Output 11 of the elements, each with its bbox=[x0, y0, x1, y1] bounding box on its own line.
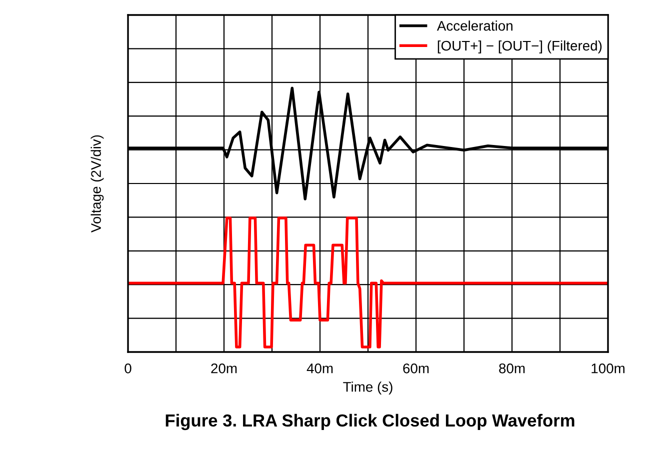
x-axis-title: Time (s) bbox=[343, 382, 392, 395]
text: Figure 3. LRA Sharp Click Closed Loop Waveform bbox=[166, 414, 574, 430]
x-tick-label: 60m bbox=[403, 363, 429, 374]
x-tick-label: 20m bbox=[211, 363, 237, 374]
legend-label: Acceleration bbox=[436, 20, 512, 31]
x-tick-label: 100m bbox=[592, 363, 624, 374]
y-axis-title: Voltage (2V/div) bbox=[90, 135, 104, 232]
x-tick-label: 40m bbox=[306, 363, 333, 374]
legend-label: [OUT+] − [OUT−] (Filtered) bbox=[438, 40, 602, 54]
x-tick-label: 80m bbox=[499, 363, 525, 374]
x-tick-label: 0 bbox=[124, 363, 132, 374]
